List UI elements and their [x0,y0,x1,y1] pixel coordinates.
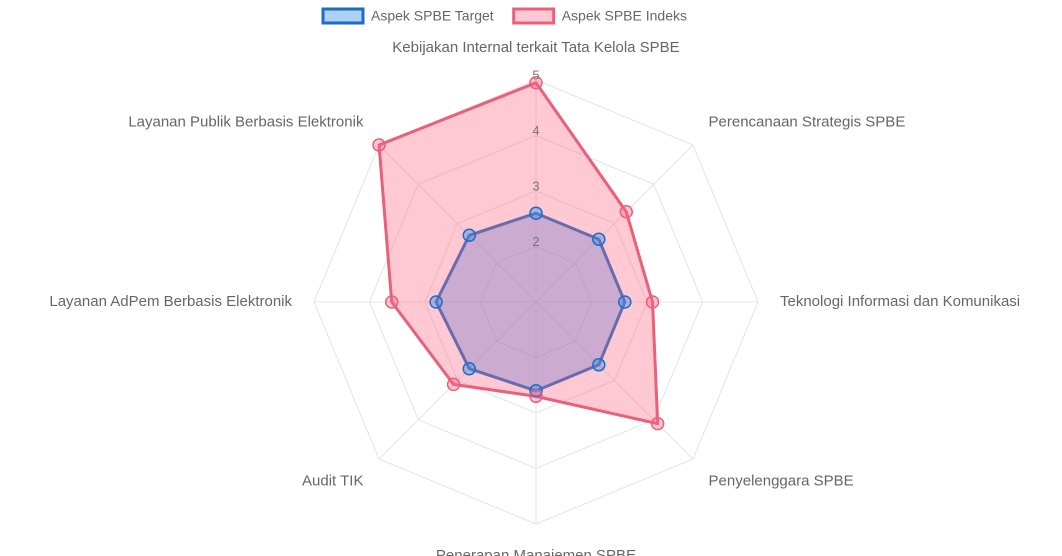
category-label: Layanan AdPem Berbasis Elektronik [49,293,292,310]
legend-item: Aspek SPBE Target [321,7,494,25]
category-label: Kebijakan Internal terkait Tata Kelola S… [392,39,679,56]
r-tick-label: 3 [532,178,539,193]
category-label: Audit TIK [302,473,363,490]
data-point [462,228,477,243]
data-point [529,206,543,220]
category-label: Penerapan Manajemen SPBE [436,547,636,556]
category-label: Penyelenggara SPBE [709,473,854,490]
r-tick-label: 5 [532,67,539,82]
data-point [462,361,477,376]
angle-line [535,301,694,460]
data-point [529,76,543,90]
data-point [429,295,443,309]
data-point [592,358,606,372]
series-area [377,81,660,426]
category-label: Perencanaan Strategis SPBE [709,113,906,130]
data-point [384,295,399,309]
angle-line [378,144,537,303]
data-point [618,295,632,309]
legend-swatch [512,7,556,25]
data-point [619,204,634,219]
data-point [650,416,665,431]
r-tick-label: 4 [532,123,539,138]
category-label: Teknologi Informasi dan Komunikasi [780,293,1020,310]
data-point [592,232,606,246]
data-point [645,295,660,309]
data-point [446,377,461,392]
category-label: Layanan Publik Berbasis Elektronik [128,113,364,130]
r-tick-label: 2 [532,234,539,249]
legend-swatch [321,7,365,25]
data-point [372,138,386,152]
data-point [529,389,543,404]
angle-line [535,144,694,303]
legend-label: Aspek SPBE Indeks [562,8,687,24]
legend-item: Aspek SPBE Indeks [512,7,687,25]
legend-label: Aspek SPBE Target [371,8,494,24]
